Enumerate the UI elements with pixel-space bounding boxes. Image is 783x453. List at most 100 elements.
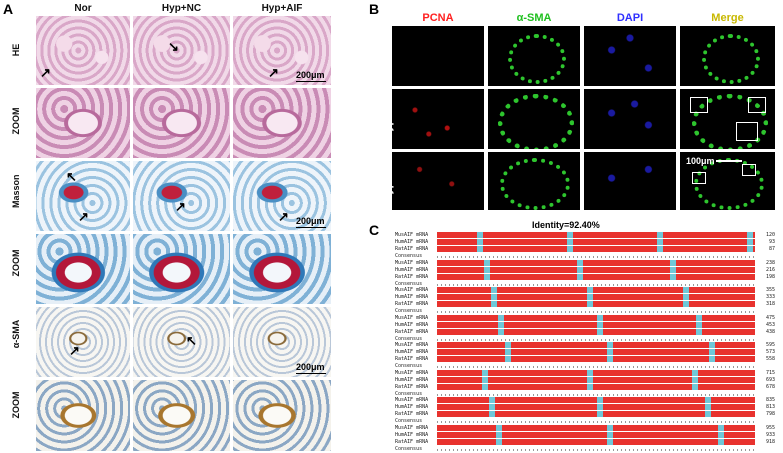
he-hyp-nc-image (133, 16, 230, 85)
sequence-bar (437, 404, 755, 410)
masson-hyp-nc-image (133, 161, 230, 231)
position-number: 93 (768, 239, 775, 245)
position-number: 216 (765, 266, 775, 273)
sequence-name: MusAIF mRNA (395, 287, 429, 293)
sequence-name: RatAIF mRNA (395, 246, 429, 252)
sequence-bar (437, 239, 755, 245)
position-number: 933 (765, 431, 775, 438)
sequence-name: Consensus (395, 363, 423, 369)
sequence-name: Consensus (395, 335, 423, 342)
sequence-bar (437, 383, 755, 390)
arrow-icon: ↗ (268, 65, 279, 80)
if-hyp-aif-sma (488, 152, 580, 210)
consensus-row: Consensus (395, 253, 775, 260)
sma-zoom-nor-image (36, 380, 130, 451)
position-number: 438 (765, 328, 775, 335)
row-label-sma: α-SMA (11, 319, 21, 349)
sequence-bar (437, 393, 755, 396)
arrow-icon: ↘ (168, 39, 179, 54)
scale-label: 100μm (686, 156, 715, 166)
masson-zoom-hyp-aif-image (233, 234, 331, 304)
sequence-bar (437, 232, 755, 238)
sequence-row: MusAIF mRNA 120 (395, 232, 775, 239)
position-number: 87 (768, 246, 775, 252)
panel-a-letter: A (3, 1, 14, 17)
sequence-name: Consensus (395, 445, 423, 452)
masson-hyp-aif-image (233, 161, 331, 231)
sequence-bar (437, 448, 755, 451)
sequence-name: MusAIF mRNA (395, 397, 429, 403)
panel-c-letter: C (369, 222, 380, 238)
consensus-row: Consensus (395, 336, 775, 343)
sequence-bar (437, 438, 755, 445)
identity-title: Identity=92.40% (532, 220, 600, 230)
col-header-hyp-aif: Hyp+AIF (261, 3, 303, 14)
sequence-row: RatAIF mRNA 558 (395, 356, 775, 363)
consensus-row: Consensus (395, 281, 775, 288)
scale-bar (716, 160, 742, 162)
alignment-block: MusAIF mRNA 835 HumAIF mRNA 813 RatAIF mRNA 7… (395, 397, 775, 425)
if-nor-sma (488, 26, 580, 86)
sequence-row: HumAIF mRNA 933 (395, 431, 775, 439)
zoom-box (742, 164, 756, 176)
consensus-row: Consensus (395, 391, 775, 398)
consensus-row: Consensus (395, 418, 775, 425)
sequence-name: HumAIF mRNA (395, 376, 429, 383)
sequence-name: HumAIF mRNA (395, 431, 429, 438)
row-label-masson: Masson (11, 174, 21, 208)
sequence-bar (437, 338, 755, 341)
sequence-row: MusAIF mRNA 595 (395, 342, 775, 349)
sequence-bar (437, 256, 755, 258)
position-number: 813 (765, 404, 775, 410)
sequence-name: Consensus (395, 253, 423, 259)
row-label-zoom-he: ZOOM (11, 107, 21, 135)
position-number: 678 (765, 383, 775, 390)
sequence-name: HumAIF mRNA (395, 294, 429, 300)
position-number: 198 (765, 273, 775, 280)
if-nor-merge (680, 26, 775, 86)
position-number: 475 (765, 314, 775, 321)
sequence-row: MusAIF mRNA 355 (395, 287, 775, 294)
sequence-bar (437, 273, 755, 280)
he-hyp-aif-image (233, 16, 331, 85)
sequence-row: HumAIF mRNA 216 (395, 266, 775, 274)
position-number: 835 (765, 397, 775, 403)
sequence-row: MusAIF mRNA 835 (395, 397, 775, 404)
sma-zoom-hyp-aif-image (233, 380, 331, 451)
masson-nor-image (36, 161, 130, 231)
scale-label: 200μm (296, 362, 325, 372)
sequence-row: HumAIF mRNA 573 (395, 349, 775, 356)
sequence-name: RatAIF mRNA (395, 438, 429, 445)
sequence-name: Consensus (395, 390, 423, 397)
sequence-bar (437, 294, 755, 300)
sequence-bar (437, 321, 755, 328)
sma-zoom-hyp-nc-image (133, 380, 230, 451)
scale-bar (296, 227, 326, 228)
arrow-icon: ↖ (186, 333, 197, 348)
sequence-name: MusAIF mRNA (395, 342, 429, 348)
position-number: 573 (765, 349, 775, 355)
sequence-row: RatAIF mRNA 918 (395, 438, 775, 446)
alignment-block: MusAIF mRNA 595 HumAIF mRNA 573 RatAIF mRNA 5… (395, 342, 775, 370)
sequence-row: RatAIF mRNA 87 (395, 246, 775, 253)
alignment-block: MusAIF mRNA 955 HumAIF mRNA 933 RatAIF mRNA 9… (395, 424, 775, 453)
arrow-icon: ↗ (175, 199, 186, 214)
if-hyp-nc-sma (488, 89, 580, 149)
arrow-icon: ↗ (278, 209, 289, 224)
sequence-bar (437, 328, 755, 335)
col-header-nor: Nor (74, 3, 92, 14)
sequence-name: HumAIF mRNA (395, 266, 429, 273)
zoom-box (736, 122, 758, 141)
sma-nor-image (36, 307, 130, 377)
position-number: 453 (765, 321, 775, 328)
masson-zoom-hyp-nc-image (133, 234, 230, 304)
he-zoom-hyp-nc-image (133, 88, 230, 158)
scale-bar (296, 373, 326, 374)
he-zoom-hyp-aif-image (233, 88, 331, 158)
zoom-box (748, 97, 766, 113)
zoom-box (690, 97, 708, 113)
sequence-bar (437, 424, 755, 431)
row-label-hyp-aif: Hyp+AIF (382, 157, 394, 203)
sma-hyp-aif-image (233, 307, 331, 377)
sequence-row: RatAIF mRNA 678 (395, 383, 775, 391)
